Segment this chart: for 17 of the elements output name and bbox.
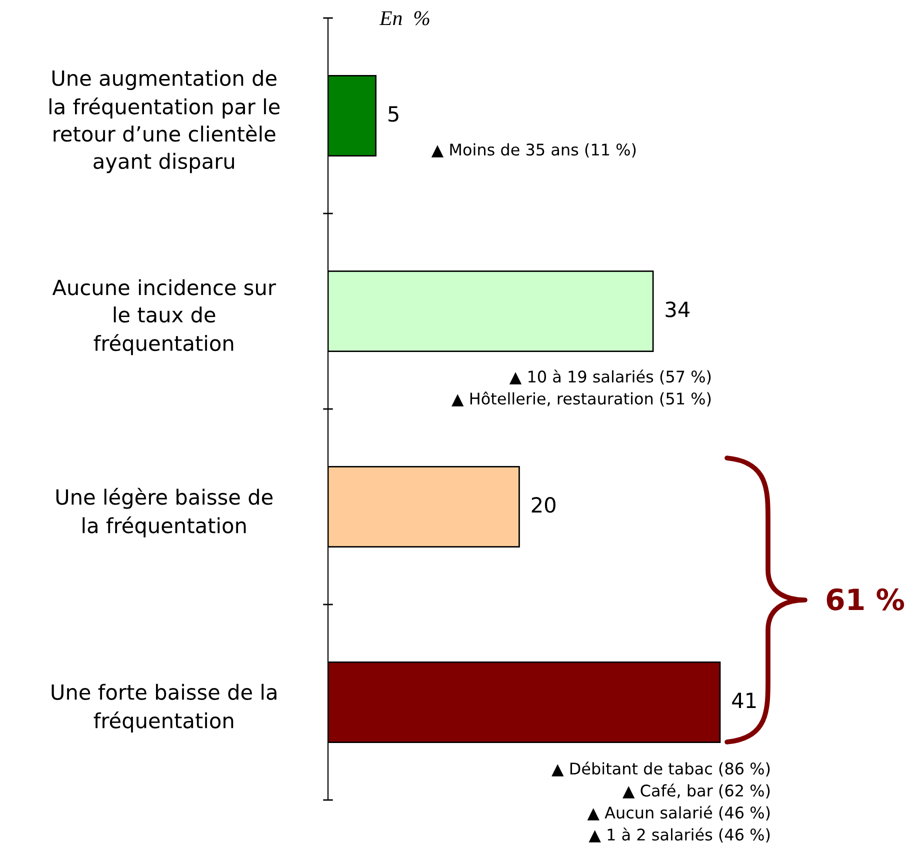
data-label: 5 — [388, 106, 398, 122]
annotation: ▲ Café, bar (62 %) — [622, 784, 770, 799]
annotation: ▲ 10 à 19 salariés (57 %) — [509, 370, 711, 385]
annotation: En % — [379, 11, 430, 26]
y-tick-label: Une forte baisse de la fréquentation — [52, 684, 276, 732]
text: ▲ 1 à 2 salariés (46 %) — [588, 828, 770, 843]
y-tick-label: Une augmentation de la fréquentation par le retour d’une clientèle ayant disparu — [50, 70, 280, 174]
annotation: ▲ Hôtellerie, restauration (51 %) — [452, 392, 711, 407]
text: 61 % — [826, 588, 904, 610]
y-tick-label: Aucune incidence sur le taux de fréquentation — [52, 279, 276, 356]
data-label: 34 — [666, 302, 690, 318]
y-tick-label: Une légère baisse de la fréquentation — [56, 488, 273, 538]
data-label: 20 — [532, 497, 556, 513]
text: ▲ Aucun salarié (46 %) — [587, 806, 770, 821]
data-label: 41 — [732, 692, 756, 708]
annotation: ▲ Moins de 35 ans (11 %) — [431, 143, 636, 158]
annotation: ▲ Débitant de tabac (86 %) — [552, 762, 770, 777]
